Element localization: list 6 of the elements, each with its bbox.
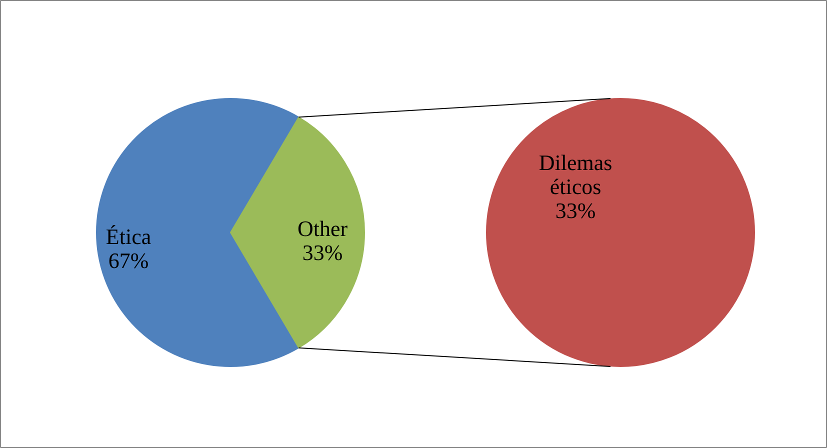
data-label: 33% [302,240,343,265]
data-label: 67% [108,248,149,273]
slice-label: Dilemas éticos [538,150,612,199]
slice-label: Other [297,216,348,241]
data-label: 33% [555,198,596,223]
slice-label: Ética [106,224,152,249]
